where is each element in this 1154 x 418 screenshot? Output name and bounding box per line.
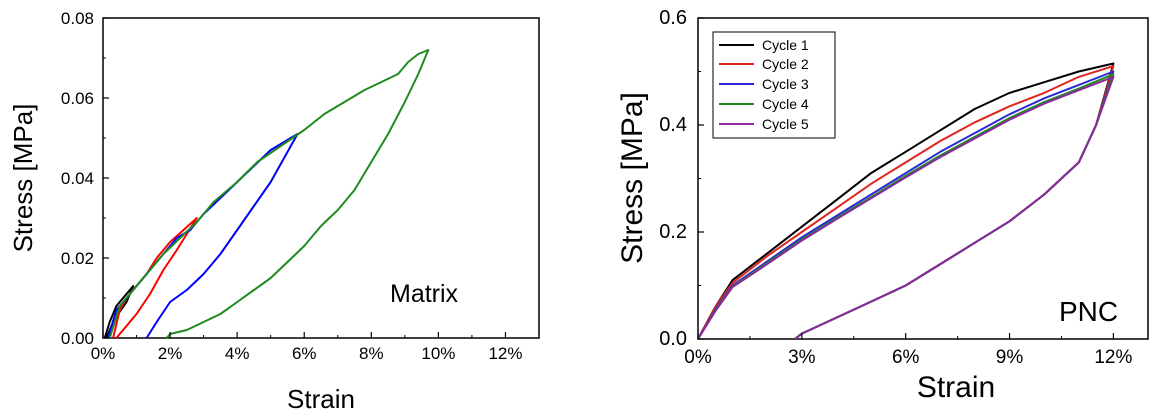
matrix-plot-frame [102, 17, 540, 339]
legend-label-cycle-2: Cycle 2 [762, 56, 809, 72]
matrix-x-tick-label: 8% [359, 344, 384, 363]
matrix-y-tick-label: 0.02 [61, 249, 94, 268]
pnc-y-tick-label: 0.2 [659, 221, 687, 243]
matrix-axes-layer: 0% 2% 4% 6% 8% 10% 12% 0.00 0.02 0.04 0.06 0.08 [61, 9, 523, 363]
matrix-series-line-4 [108, 49, 430, 339]
matrix-x-tick-label: 10% [421, 344, 455, 363]
pnc-series-layer [697, 62, 1115, 340]
matrix-y-tick-label: 0.00 [61, 329, 94, 348]
matrix-x-tick-label: 12% [488, 344, 522, 363]
pnc-x-tick-label: 12% [1094, 347, 1132, 368]
pnc-legend: Cycle 1 Cycle 2 Cycle 3 Cycle 4 Cycle 5 [712, 31, 836, 139]
pnc-x-axis-label: Strain [917, 371, 995, 404]
pnc-x-tick-label: 6% [892, 347, 920, 368]
matrix-y-axis-label: Stress [MPa] [8, 104, 38, 253]
matrix-series-line-2 [112, 217, 198, 339]
matrix-x-tick-label: 6% [292, 344, 317, 363]
matrix-y-tick-label: 0.04 [61, 169, 94, 188]
legend-label-cycle-3: Cycle 3 [762, 76, 809, 92]
pnc-annotation: PNC [1059, 296, 1118, 327]
legend-label-cycle-4: Cycle 4 [762, 96, 809, 112]
matrix-x-tick-label: 0% [91, 344, 116, 363]
pnc-y-axis-label: Stress [MPa] [616, 92, 649, 264]
pnc-y-tick-label: 0.6 [659, 7, 687, 29]
pnc-x-tick-label: 9% [996, 347, 1024, 368]
pnc-chart: 0% 3% 6% 9% 12% 0.0 0.2 0.4 0.6 Strain Stress [M… [616, 7, 1149, 404]
pnc-series-line-5 [697, 75, 1115, 340]
matrix-x-tick-label: 4% [225, 344, 250, 363]
matrix-y-tick-label: 0.06 [61, 89, 94, 108]
matrix-x-tick-label: 2% [158, 344, 183, 363]
legend-label-cycle-5: Cycle 5 [762, 116, 809, 132]
pnc-y-tick-label: 0.4 [659, 114, 687, 136]
legend-item-cycle-4: Cycle 4 [719, 96, 809, 112]
legend-item-cycle-2: Cycle 2 [719, 56, 809, 72]
legend-item-cycle-5: Cycle 5 [719, 116, 809, 132]
matrix-series-layer [103, 49, 430, 339]
legend-item-cycle-3: Cycle 3 [719, 76, 809, 92]
pnc-y-tick-label: 0.0 [659, 328, 687, 350]
legend-label-cycle-1: Cycle 1 [762, 37, 809, 53]
pnc-axes-layer: 0% 3% 6% 9% 12% 0.0 0.2 0.4 0.6 [659, 7, 1132, 368]
pnc-x-tick-label: 3% [788, 347, 816, 368]
matrix-y-tick-label: 0.08 [61, 9, 94, 28]
matrix-chart: 0% 2% 4% 6% 8% 10% 12% 0.00 0.02 0.04 0.06 0.08 Str… [8, 9, 540, 414]
matrix-x-axis-label: Strain [287, 384, 355, 414]
legend-item-cycle-1: Cycle 1 [719, 37, 809, 53]
matrix-series-line-3 [107, 133, 299, 339]
matrix-annotation: Matrix [390, 280, 459, 308]
pnc-x-tick-label: 0% [684, 347, 712, 368]
